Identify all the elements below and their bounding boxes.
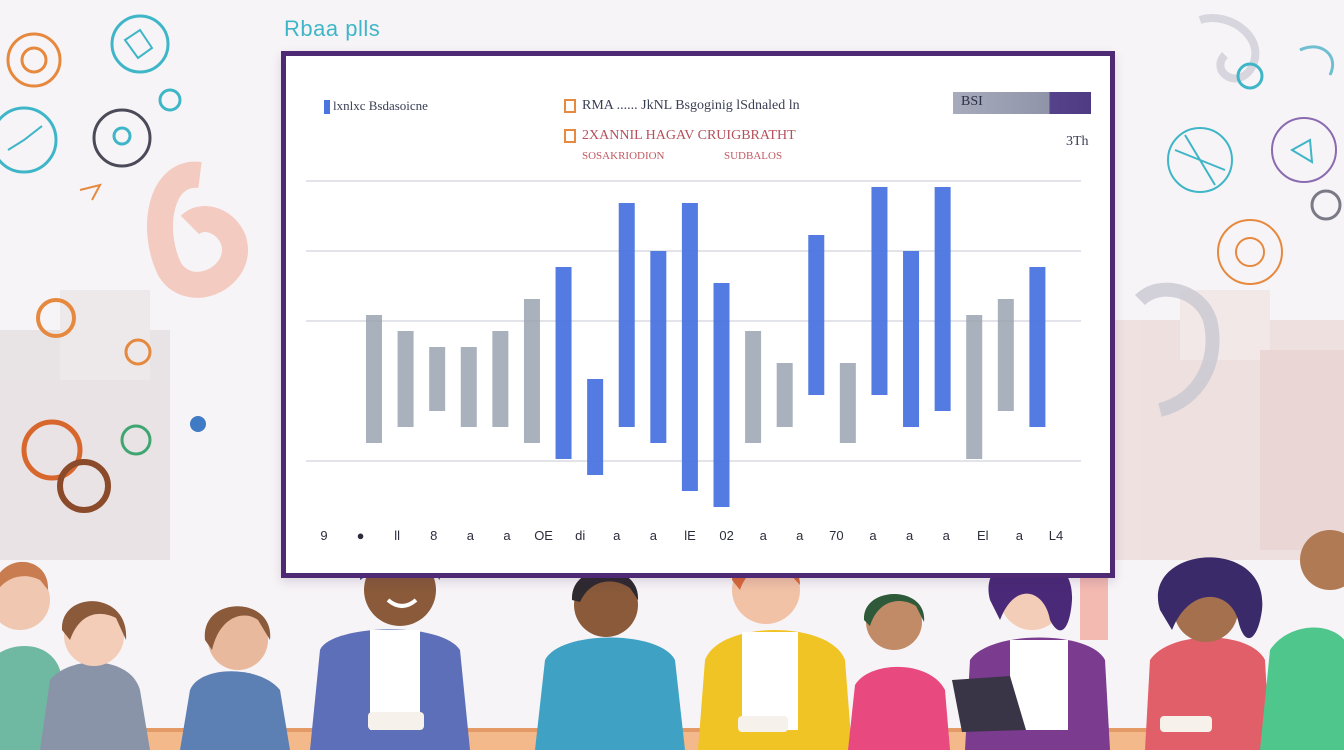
chart-bar <box>934 187 951 411</box>
chart-bar <box>713 283 730 507</box>
x-tick-label: a <box>503 528 511 543</box>
legend-subnote-1: SOSAKRIODION <box>582 150 665 162</box>
x-tick-label: L4 <box>1048 528 1064 543</box>
x-tick-label: a <box>759 528 767 543</box>
chart-bar <box>839 363 856 443</box>
legend-swatch <box>324 100 330 115</box>
doodle-circle-icon <box>21 419 83 481</box>
coffee-cup <box>1160 716 1212 732</box>
chart-bar <box>966 315 983 459</box>
chart-bar <box>681 203 698 491</box>
x-tick-label: a <box>613 528 621 543</box>
doodle-lamp-icon <box>1135 282 1220 417</box>
presentation-board: lxnlxc Bsdasoicne RMA ...... JkNL Bsgogi… <box>281 51 1115 578</box>
chart-bar <box>555 267 572 459</box>
chart-bar <box>429 347 446 411</box>
chart-bar <box>618 203 635 427</box>
x-tick-label: ll <box>394 528 401 543</box>
chart-bar <box>366 315 382 443</box>
chart-bar <box>397 331 414 427</box>
left-doodles <box>0 14 249 513</box>
x-tick-label: OE <box>534 528 553 543</box>
x-tick-label: El <box>977 528 989 543</box>
legend-left: lxnlxc Bsdasoicne <box>324 98 428 115</box>
person-center-2 <box>535 570 685 750</box>
doodle-circle-icon <box>1217 219 1283 285</box>
legend-square-icon <box>564 98 576 113</box>
x-tick-label: 70 <box>829 528 844 543</box>
doodle-circle-icon <box>1271 117 1337 183</box>
chart-bar <box>587 379 604 475</box>
doodle-circle-icon <box>36 298 76 338</box>
chart-bar <box>492 331 509 427</box>
x-tick-label: a <box>1015 528 1024 543</box>
chart-bar <box>745 331 762 443</box>
board-badge-text: BSI <box>961 94 983 109</box>
legend-left-text: lxnlxc Bsdasoicne <box>333 98 428 113</box>
x-tick-label: a <box>466 528 475 543</box>
scene-title-tag: Rbaa plls <box>284 16 381 41</box>
person-left-2 <box>40 601 150 750</box>
doodle-ghost-icon <box>147 161 249 298</box>
chart-bar <box>776 363 793 427</box>
background-buildings <box>0 290 1344 560</box>
x-tick-label: a <box>796 528 804 543</box>
chart-bar <box>523 299 540 443</box>
person-center-4 <box>848 593 950 750</box>
chart-bar <box>650 251 667 443</box>
board-right-tag: 3Th <box>1066 134 1089 149</box>
x-tick-label: 8 <box>430 528 438 543</box>
person-right-3 <box>1260 530 1344 750</box>
doodle-circle-icon <box>6 32 62 88</box>
chart-bar <box>808 235 825 395</box>
doodle-circle-icon <box>0 106 58 174</box>
x-tick-label: a <box>649 528 658 543</box>
legend-square-icon <box>564 128 576 143</box>
bar-chart <box>306 180 1081 507</box>
right-doodles <box>1135 14 1342 417</box>
x-tick-label: a <box>869 528 877 543</box>
people-group <box>0 530 1344 750</box>
legend-row-2: 2XANNIL HAGAV CRUIGBRATHT <box>564 128 796 144</box>
x-tick-label: 02 <box>719 528 734 543</box>
chart-bar <box>1029 267 1046 427</box>
x-tick-label: a <box>942 528 950 543</box>
doodle-circle-icon <box>92 108 152 168</box>
legend-subnote-2: SUDBALOS <box>724 150 783 162</box>
doodle-swirl-icon <box>1198 14 1260 83</box>
chart-bar <box>903 251 920 427</box>
chart-bar <box>460 347 477 427</box>
x-tick-label: di <box>575 528 586 543</box>
doodle-circle-icon <box>110 14 170 74</box>
coffee-cup <box>368 712 424 730</box>
doodle-globe-icon <box>1167 127 1233 193</box>
legend-row-1-text: RMA ...... JkNL Bsgoginig lSdnaled ln <box>582 98 800 113</box>
x-tick-label: lE <box>684 528 696 543</box>
legend-row-1: RMA ...... JkNL Bsgoginig lSdnaled ln <box>564 98 800 114</box>
board-badge: BSI <box>953 92 1091 114</box>
legend-row-2-text: 2XANNIL HAGAV CRUIGBRATHT <box>582 128 796 143</box>
coffee-cup <box>738 716 788 732</box>
chart-bar <box>997 299 1014 411</box>
person-left-3 <box>180 606 290 750</box>
x-tick-label: 9 <box>320 528 328 543</box>
x-tick-label: ● <box>356 528 365 543</box>
laptop <box>952 676 1026 732</box>
x-tick-label: a <box>905 528 914 543</box>
chart-bar <box>871 187 888 395</box>
